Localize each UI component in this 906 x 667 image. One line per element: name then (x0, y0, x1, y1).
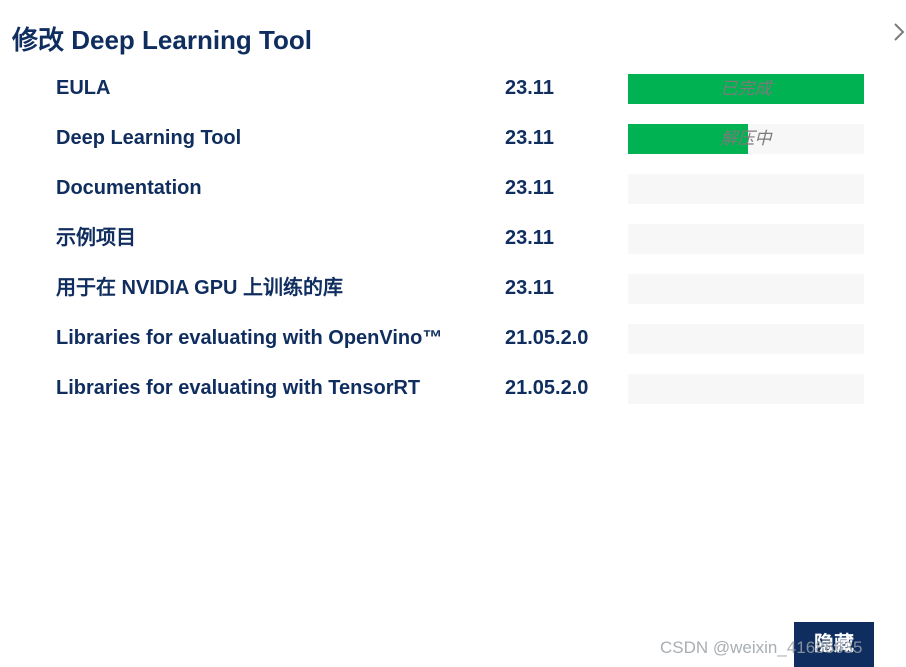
component-version: 23.11 (505, 177, 554, 199)
component-name: Libraries for evaluating with OpenVino™ (56, 327, 443, 349)
progress-bar: 已完成 (628, 74, 864, 104)
component-row: Libraries for evaluating with TensorRT 2… (56, 372, 876, 422)
chevron-right-icon[interactable] (892, 22, 906, 42)
component-row: 示例项目 23.11 (56, 222, 876, 272)
progress-bar (628, 174, 864, 204)
component-row: Libraries for evaluating with OpenVino™ … (56, 322, 876, 372)
progress-status (628, 374, 864, 404)
component-list: EULA 23.11 已完成 Deep Learning Tool 23.11 … (56, 72, 876, 422)
component-name: Documentation (56, 177, 202, 199)
component-version: 23.11 (505, 277, 554, 299)
progress-bar (628, 374, 864, 404)
watermark: CSDN @weixin_41686635 (660, 638, 863, 657)
progress-status (628, 274, 864, 304)
progress-status: 已完成 (720, 79, 772, 98)
component-version: 23.11 (505, 77, 554, 99)
progress-status: 解压中 (720, 129, 772, 148)
component-name: 示例项目 (56, 227, 136, 249)
component-version: 23.11 (505, 227, 554, 249)
progress-status (628, 174, 864, 204)
progress-status (628, 324, 864, 354)
component-name: Libraries for evaluating with TensorRT (56, 377, 421, 399)
progress-fill (628, 124, 749, 154)
progress-bar (628, 224, 864, 254)
component-version: 21.05.2.0 (505, 327, 589, 349)
component-row: Documentation 23.11 (56, 172, 876, 222)
component-version: 23.11 (505, 127, 554, 149)
progress-bar (628, 324, 864, 354)
progress-bar: 解压中 (628, 124, 864, 154)
component-row: Deep Learning Tool 23.11 解压中 (56, 122, 876, 172)
component-row: EULA 23.11 已完成 (56, 72, 876, 122)
component-name: EULA (56, 77, 111, 99)
component-row: 用于在 NVIDIA GPU 上训练的库 23.11 (56, 272, 876, 322)
progress-status (628, 224, 864, 254)
component-name: 用于在 NVIDIA GPU 上训练的库 (56, 277, 344, 299)
component-name: Deep Learning Tool (56, 127, 242, 149)
hide-button[interactable]: 隐藏 (794, 622, 874, 667)
progress-fill (628, 74, 864, 104)
component-version: 21.05.2.0 (505, 377, 589, 399)
dialog-title: 修改 Deep Learning Tool (12, 25, 312, 55)
progress-bar (628, 274, 864, 304)
